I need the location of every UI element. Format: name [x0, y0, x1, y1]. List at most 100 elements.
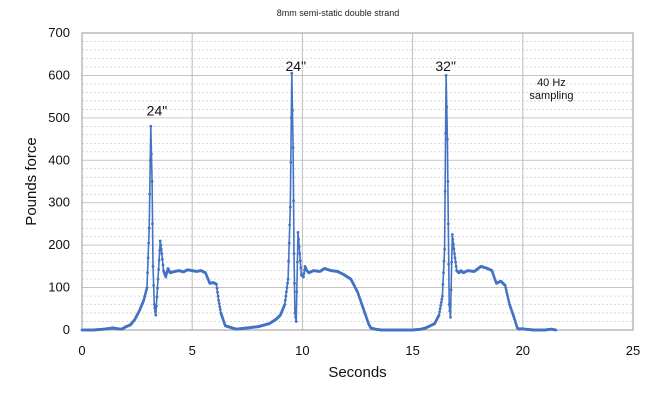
data-point: [452, 242, 455, 246]
data-point: [454, 265, 458, 268]
data-point: [285, 290, 288, 294]
data-point: [441, 294, 444, 298]
x-tick-label: 0: [78, 343, 85, 358]
data-point: [159, 248, 163, 251]
data-point: [145, 286, 149, 289]
data-point: [443, 248, 446, 251]
data-point: [437, 313, 441, 317]
data-point: [153, 310, 157, 313]
y-tick-label: 400: [48, 152, 70, 167]
y-tick-label: 700: [48, 25, 70, 40]
data-point: [451, 237, 455, 241]
data-point: [296, 231, 300, 234]
data-point: [289, 161, 293, 164]
data-point: [449, 288, 453, 292]
x-tick-label: 5: [189, 343, 196, 358]
data-point: [439, 301, 443, 304]
data-point: [438, 310, 441, 314]
data-point: [142, 296, 146, 300]
data-point: [554, 328, 558, 332]
data-point: [448, 309, 452, 313]
data-series: [80, 71, 558, 332]
data-point: [444, 74, 448, 77]
data-point: [446, 222, 450, 226]
data-point: [439, 304, 443, 307]
data-point: [158, 239, 162, 243]
data-point: [507, 298, 510, 302]
data-point: [445, 105, 449, 109]
data-point: [161, 263, 165, 267]
data-point: [161, 257, 164, 261]
data-point: [155, 295, 159, 299]
data-point: [288, 223, 292, 227]
data-point: [446, 180, 450, 183]
data-point: [292, 199, 295, 203]
data-point: [217, 302, 221, 305]
major-gridlines: [82, 33, 633, 330]
data-point: [146, 271, 150, 275]
data-point: [148, 158, 152, 162]
data-point: [216, 294, 220, 298]
y-tick-label: 100: [48, 280, 70, 295]
data-point: [289, 116, 293, 120]
x-tick-label: 10: [295, 343, 309, 358]
data-point: [447, 262, 451, 266]
data-point: [156, 277, 160, 281]
data-point: [450, 233, 454, 236]
data-point: [504, 288, 508, 292]
data-point: [438, 307, 442, 311]
data-point: [302, 275, 305, 279]
data-point: [441, 283, 445, 286]
data-point: [287, 259, 290, 263]
data-point: [160, 252, 164, 256]
data-point: [218, 308, 222, 312]
y-tick-label: 200: [48, 237, 70, 252]
data-point: [504, 286, 508, 290]
data-point: [299, 266, 303, 270]
data-point: [156, 286, 159, 290]
data-point: [453, 252, 456, 256]
data-point: [449, 315, 452, 319]
data-point: [298, 259, 302, 263]
data-point: [293, 311, 297, 315]
data-point: [505, 291, 509, 294]
data-point: [298, 252, 302, 256]
data-point: [216, 290, 219, 294]
sampling-note: 40 Hz: [537, 77, 566, 89]
data-point: [302, 272, 306, 275]
data-point: [283, 303, 287, 306]
data-point: [142, 298, 146, 302]
data-point: [153, 306, 157, 310]
data-point: [295, 290, 299, 294]
x-tick-label: 25: [626, 343, 640, 358]
data-point: [506, 293, 509, 297]
data-point: [293, 281, 296, 285]
data-point: [452, 247, 456, 251]
data-point: [146, 256, 150, 260]
data-point: [442, 271, 445, 275]
data-point: [283, 298, 287, 302]
data-point: [447, 303, 451, 306]
y-axis-ticks: 0 100 200 300 400 500 600 700: [48, 25, 70, 337]
data-point: [294, 315, 297, 319]
data-point: [164, 275, 168, 279]
data-point: [144, 290, 148, 294]
data-point: [286, 281, 289, 285]
data-point: [152, 303, 156, 306]
data-point: [159, 243, 163, 247]
data-point: [165, 271, 169, 275]
data-point: [503, 284, 507, 287]
data-point: [290, 71, 294, 75]
data-point: [143, 294, 147, 298]
data-point: [150, 152, 153, 156]
data-point: [292, 252, 296, 256]
y-axis-label: Pounds force: [23, 137, 40, 225]
data-point: [217, 298, 221, 302]
x-tick-label: 15: [405, 343, 419, 358]
y-tick-label: 300: [48, 195, 70, 210]
data-point: [149, 124, 153, 128]
data-point: [507, 300, 511, 304]
